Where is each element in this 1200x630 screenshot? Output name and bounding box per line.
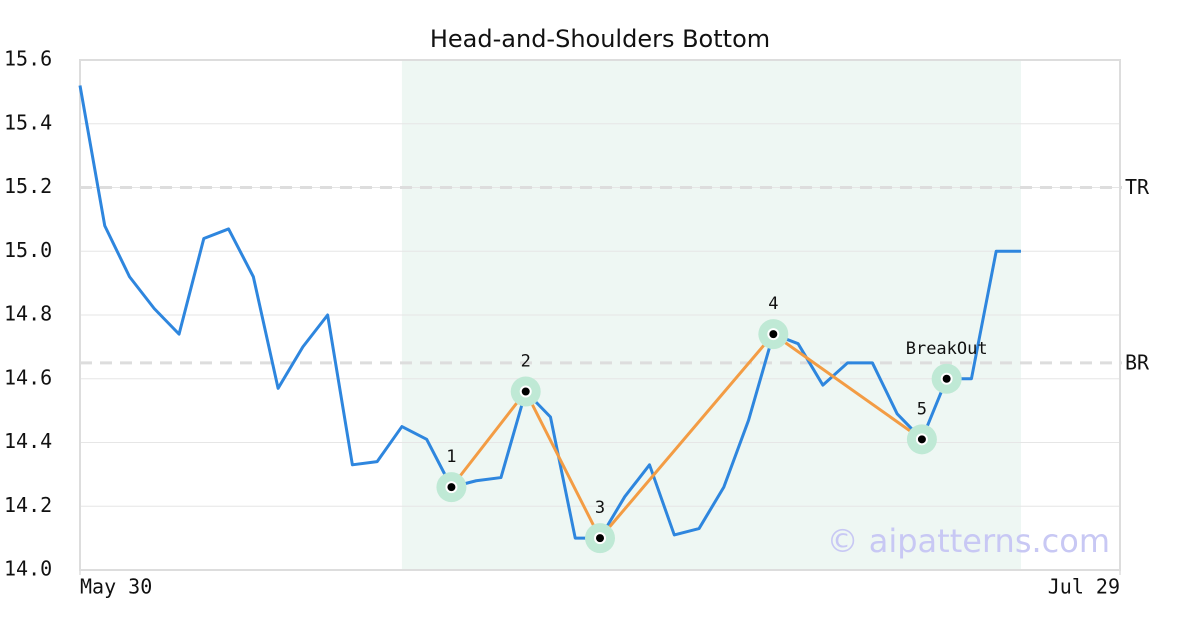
y-tick-label: 14.4 bbox=[4, 429, 52, 453]
y-tick-label: 14.2 bbox=[4, 493, 52, 517]
plot-frame bbox=[79, 59, 1121, 571]
y-tick-label: 14.8 bbox=[4, 302, 52, 326]
y-tick-label: 15.0 bbox=[4, 238, 52, 262]
level-label: TR bbox=[1125, 175, 1150, 199]
pivot-label: 5 bbox=[917, 399, 927, 419]
pivot-label: 4 bbox=[768, 294, 778, 314]
level-label: BR bbox=[1125, 350, 1150, 374]
pivot-label: 3 bbox=[595, 498, 605, 518]
pivot-point bbox=[445, 481, 458, 494]
pivot-point bbox=[519, 385, 532, 398]
y-tick-label: 14.0 bbox=[4, 557, 52, 581]
pivot-label: 2 bbox=[521, 352, 531, 372]
y-tick-label: 15.4 bbox=[4, 110, 52, 134]
y-tick-label: 15.6 bbox=[4, 47, 52, 71]
y-tick-label: 15.2 bbox=[4, 174, 52, 198]
y-tick-label: 14.6 bbox=[4, 365, 52, 389]
pivot-point bbox=[767, 328, 780, 341]
pivot-point bbox=[594, 532, 606, 545]
pivot-point bbox=[915, 433, 928, 446]
price-line bbox=[78, 85, 1021, 540]
pivot-label: 1 bbox=[446, 447, 456, 467]
x-tick-label: Jul 29 bbox=[1048, 575, 1120, 599]
pivot-label: BreakOut bbox=[906, 339, 988, 359]
chart-title: Head-and-Shoulders Bottom bbox=[430, 25, 770, 53]
watermark: © aipatterns.com bbox=[827, 522, 1110, 560]
pivot-point bbox=[940, 372, 953, 385]
x-tick-label: May 30 bbox=[80, 575, 152, 599]
